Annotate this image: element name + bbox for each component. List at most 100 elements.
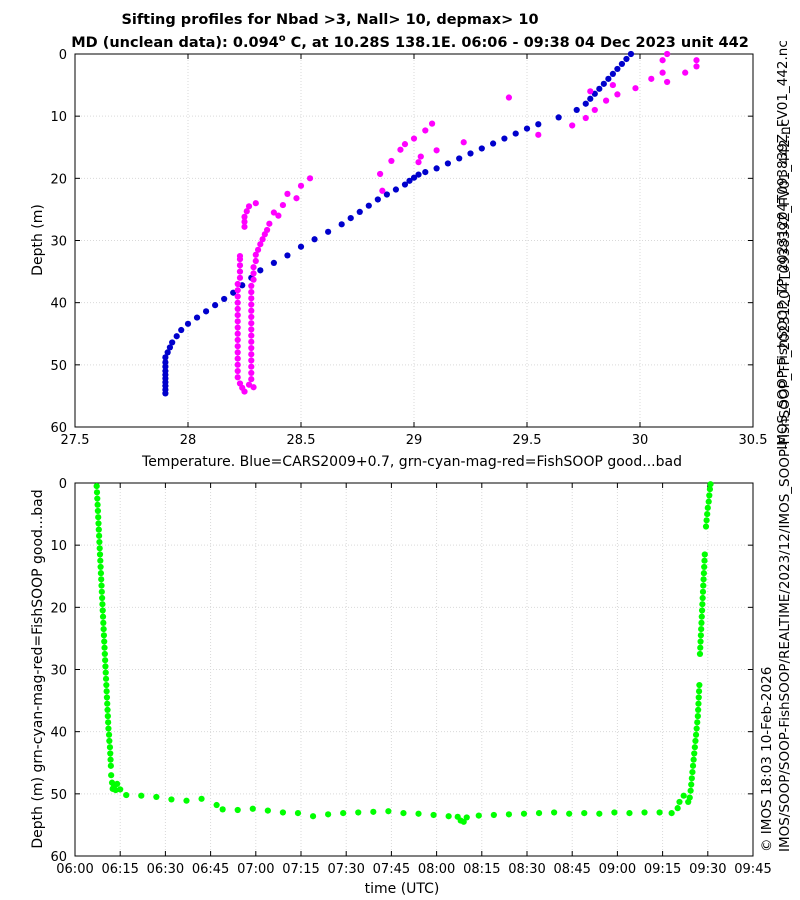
data-point	[705, 498, 712, 505]
data-point	[698, 613, 705, 620]
data-point	[689, 762, 697, 769]
data-point	[234, 361, 241, 368]
data-point	[596, 85, 603, 92]
top-tick-labels: 27.5 28 28.5 29 29.5 30 30.5 0 10 20 30 40 50 60	[50, 48, 767, 448]
y-tick-label: 10	[50, 110, 67, 125]
data-point	[254, 246, 262, 253]
data-point	[501, 135, 508, 142]
data-point	[114, 780, 121, 787]
bottom-y-axis-label: Depth (m) grn-cyan-mag-red=FishSOOP good…	[30, 489, 46, 848]
data-point	[686, 794, 693, 801]
data-point	[674, 805, 681, 812]
data-point	[248, 288, 255, 296]
data-point	[248, 313, 255, 321]
data-point	[112, 787, 119, 794]
data-point	[234, 806, 241, 814]
data-point	[676, 798, 683, 806]
data-point	[698, 625, 705, 633]
data-point	[103, 688, 110, 695]
x-tick-label: 28.5	[287, 433, 316, 448]
data-point	[248, 357, 255, 364]
data-point	[385, 808, 392, 815]
data-point	[697, 632, 704, 639]
data-point	[388, 157, 395, 165]
data-point	[95, 520, 102, 527]
x-tick-label: 09:30	[689, 862, 726, 877]
bottom-x-axis-label: time (UTC)	[365, 881, 440, 897]
side-file-name: IMOS_SOOP-FishSOOP_TP_20231204T093839Z_F…	[775, 40, 791, 450]
data-point	[234, 336, 241, 344]
y-tick-label: 20	[50, 172, 67, 187]
data-point	[374, 196, 381, 203]
data-point	[103, 681, 110, 689]
data-point	[248, 332, 255, 339]
x-tick-label: 29	[406, 433, 423, 448]
data-point	[245, 203, 253, 210]
data-point	[682, 69, 689, 76]
data-point	[243, 208, 250, 215]
top-axes-frame	[74, 53, 754, 428]
data-point	[248, 295, 255, 302]
data-point	[422, 127, 429, 134]
y-tick-label: 40	[50, 297, 67, 312]
data-point	[340, 810, 347, 817]
y-tick-label: 20	[50, 601, 67, 616]
x-tick-label: 06:00	[56, 862, 93, 877]
data-point	[605, 75, 612, 82]
data-point	[648, 75, 655, 82]
data-point	[162, 363, 169, 370]
data-point	[699, 588, 707, 595]
data-point	[370, 808, 377, 815]
data-point	[270, 259, 277, 266]
data-point	[689, 768, 696, 776]
x-tick-label: 29.5	[513, 433, 542, 448]
data-point	[356, 208, 363, 216]
data-point	[523, 125, 531, 132]
data-point	[236, 380, 244, 387]
data-point	[234, 349, 241, 356]
data-point	[695, 688, 703, 695]
data-point	[193, 314, 201, 321]
data-point	[101, 638, 108, 645]
data-point	[401, 181, 409, 188]
data-point	[695, 706, 702, 714]
data-point	[173, 333, 180, 340]
data-point	[623, 55, 630, 63]
data-point	[463, 814, 470, 821]
data-point	[107, 762, 114, 769]
data-point	[445, 813, 452, 820]
data-point	[433, 165, 440, 172]
data-point	[696, 681, 703, 689]
data-point	[178, 326, 185, 334]
data-point	[245, 381, 253, 388]
data-point	[695, 694, 702, 701]
data-point	[306, 175, 314, 182]
data-point	[248, 363, 255, 370]
data-point	[153, 793, 160, 801]
data-point	[234, 318, 241, 325]
data-point	[700, 582, 707, 589]
data-point	[234, 280, 241, 288]
data-point	[460, 139, 467, 146]
data-point	[198, 795, 205, 802]
data-point	[234, 305, 241, 312]
data-point	[365, 202, 372, 209]
data-point	[248, 344, 255, 352]
y-tick-label: 60	[50, 421, 67, 436]
data-point	[691, 744, 698, 751]
data-point	[104, 706, 111, 714]
data-point	[691, 750, 698, 757]
data-point	[693, 57, 700, 64]
side-path: IMOS/SOOP/SOOP-FishSOOP/REALTIME/2023/12…	[777, 119, 793, 852]
data-point	[202, 308, 210, 315]
data-point	[698, 607, 706, 614]
data-point	[697, 644, 704, 651]
data-point	[581, 810, 588, 817]
data-point	[93, 489, 101, 496]
x-tick-label: 06:15	[101, 862, 138, 877]
data-point	[699, 594, 706, 602]
data-point	[100, 619, 107, 626]
data-point	[248, 369, 255, 377]
data-point	[275, 212, 282, 219]
data-point	[297, 182, 305, 189]
